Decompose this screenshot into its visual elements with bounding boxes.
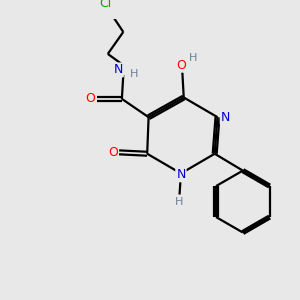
Text: N: N xyxy=(176,168,186,181)
Text: Cl: Cl xyxy=(99,0,112,10)
Text: O: O xyxy=(176,59,186,72)
Text: H: H xyxy=(175,196,184,207)
Text: O: O xyxy=(108,146,118,159)
Text: O: O xyxy=(85,92,95,105)
Text: H: H xyxy=(130,69,138,79)
Text: H: H xyxy=(189,53,197,63)
Text: N: N xyxy=(113,63,123,76)
Text: N: N xyxy=(221,111,230,124)
